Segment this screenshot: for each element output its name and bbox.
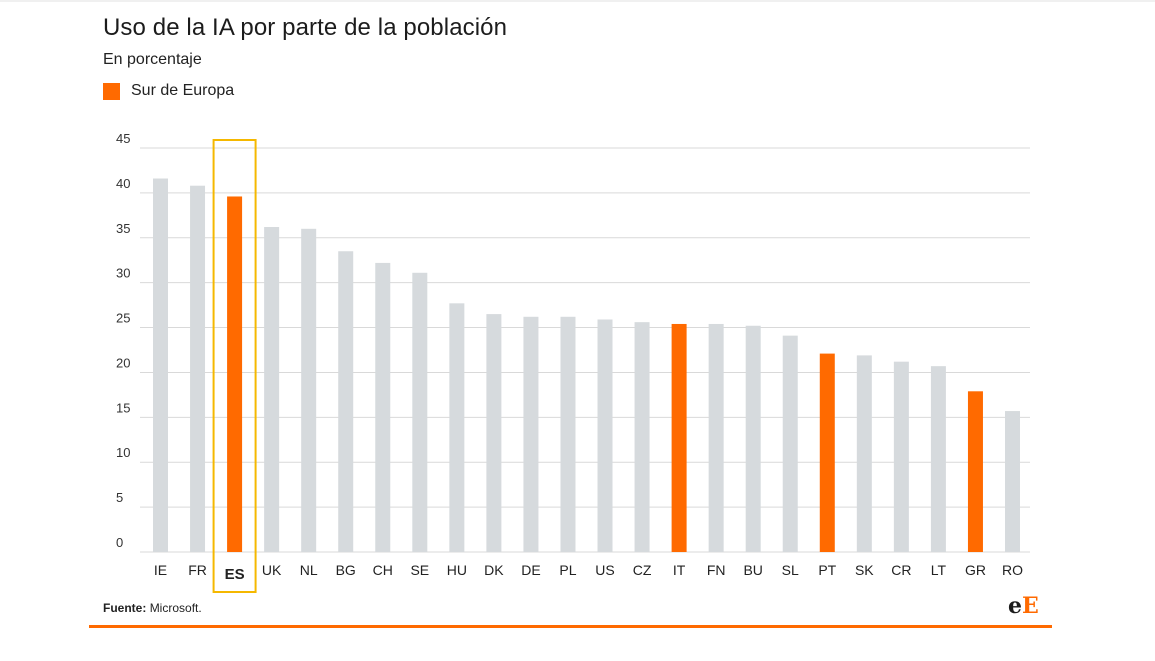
chart-title: Uso de la IA por parte de la población xyxy=(103,14,508,41)
legend-label: Sur de Europa xyxy=(131,82,235,99)
x-tick-label: CH xyxy=(373,562,393,578)
x-tick-label: HU xyxy=(447,562,467,578)
bottom-rule xyxy=(89,625,1052,628)
x-tick-label: DK xyxy=(484,562,504,578)
bar-it xyxy=(671,323,687,552)
x-tick-label: UK xyxy=(262,562,282,578)
x-tick-label: RO xyxy=(1002,562,1023,578)
x-tick-label: NL xyxy=(300,562,318,578)
x-tick-label: LT xyxy=(931,562,947,578)
x-tick-label: FR xyxy=(188,562,207,578)
x-tick-label: BG xyxy=(336,562,356,578)
bar-es xyxy=(227,196,243,553)
x-tick-label: CR xyxy=(891,562,911,578)
legend-swatch xyxy=(103,82,120,100)
x-tick-label: SK xyxy=(855,562,874,578)
bar-ro xyxy=(1005,411,1020,552)
highlight-box xyxy=(212,139,257,593)
bar-pt xyxy=(819,353,835,552)
bar-de xyxy=(523,316,539,552)
x-tick-label: US xyxy=(595,562,614,578)
chart-subtitle: En porcentaje xyxy=(103,51,202,68)
x-tick-label: BU xyxy=(743,562,762,578)
x-tick-label: SL xyxy=(782,562,799,578)
bar-pl xyxy=(560,316,576,552)
bar-se xyxy=(412,272,428,552)
y-tick-label: 10 xyxy=(116,445,130,460)
bar-sk xyxy=(856,355,872,552)
y-tick-label: 20 xyxy=(116,355,130,370)
bar-bg xyxy=(338,251,354,552)
bar-nl xyxy=(301,228,317,553)
logo-small-e: e xyxy=(1008,593,1022,619)
bar-ie xyxy=(153,178,168,552)
x-tick-label: PT xyxy=(818,562,836,578)
source-note: Fuente: Microsoft. xyxy=(103,601,202,615)
bar-fr xyxy=(190,185,206,552)
logo-big-e: E xyxy=(1022,593,1039,619)
source-label: Fuente: xyxy=(103,601,147,615)
y-tick-label: 25 xyxy=(116,311,130,326)
x-tick-label: IT xyxy=(673,562,686,578)
bar-cz xyxy=(634,322,650,552)
bar-sl xyxy=(782,335,798,552)
bar-cr xyxy=(893,361,909,552)
bar-bu xyxy=(745,325,761,552)
x-tick-label: SE xyxy=(410,562,429,578)
source-value: Microsoft. xyxy=(149,601,202,615)
x-tick-label: FN xyxy=(707,562,726,578)
bar-dk xyxy=(486,314,502,552)
y-tick-label: 15 xyxy=(116,400,130,415)
x-tick-label: ES xyxy=(225,566,245,583)
bar-hu xyxy=(449,303,465,552)
bar-fn xyxy=(708,323,724,552)
bar-us xyxy=(597,319,613,552)
x-tick-label: CZ xyxy=(633,562,652,578)
bar-lt xyxy=(930,366,946,552)
y-tick-label: 40 xyxy=(116,176,130,191)
bar-chart: 0 5 10 15 20 25 30 35 40 45 IE FR ES UK NL BG CH SE HU DK DE… xyxy=(116,131,1030,593)
y-tick-label: 5 xyxy=(116,490,123,505)
x-tick-label: IE xyxy=(154,562,167,578)
x-tick-label: PL xyxy=(559,562,576,578)
x-tick-label: GR xyxy=(965,562,986,578)
y-tick-label: 45 xyxy=(116,131,130,146)
publisher-logo: eE xyxy=(1008,593,1039,619)
x-tick-label: DE xyxy=(521,562,540,578)
y-tick-label: 35 xyxy=(116,221,130,236)
bar-gr xyxy=(967,391,983,552)
y-tick-label: 30 xyxy=(116,266,130,281)
bar-uk xyxy=(264,227,280,552)
top-border xyxy=(0,0,1155,2)
y-tick-label: 0 xyxy=(116,535,123,550)
bar-ch xyxy=(375,262,391,552)
legend: Sur de Europa xyxy=(103,82,234,100)
